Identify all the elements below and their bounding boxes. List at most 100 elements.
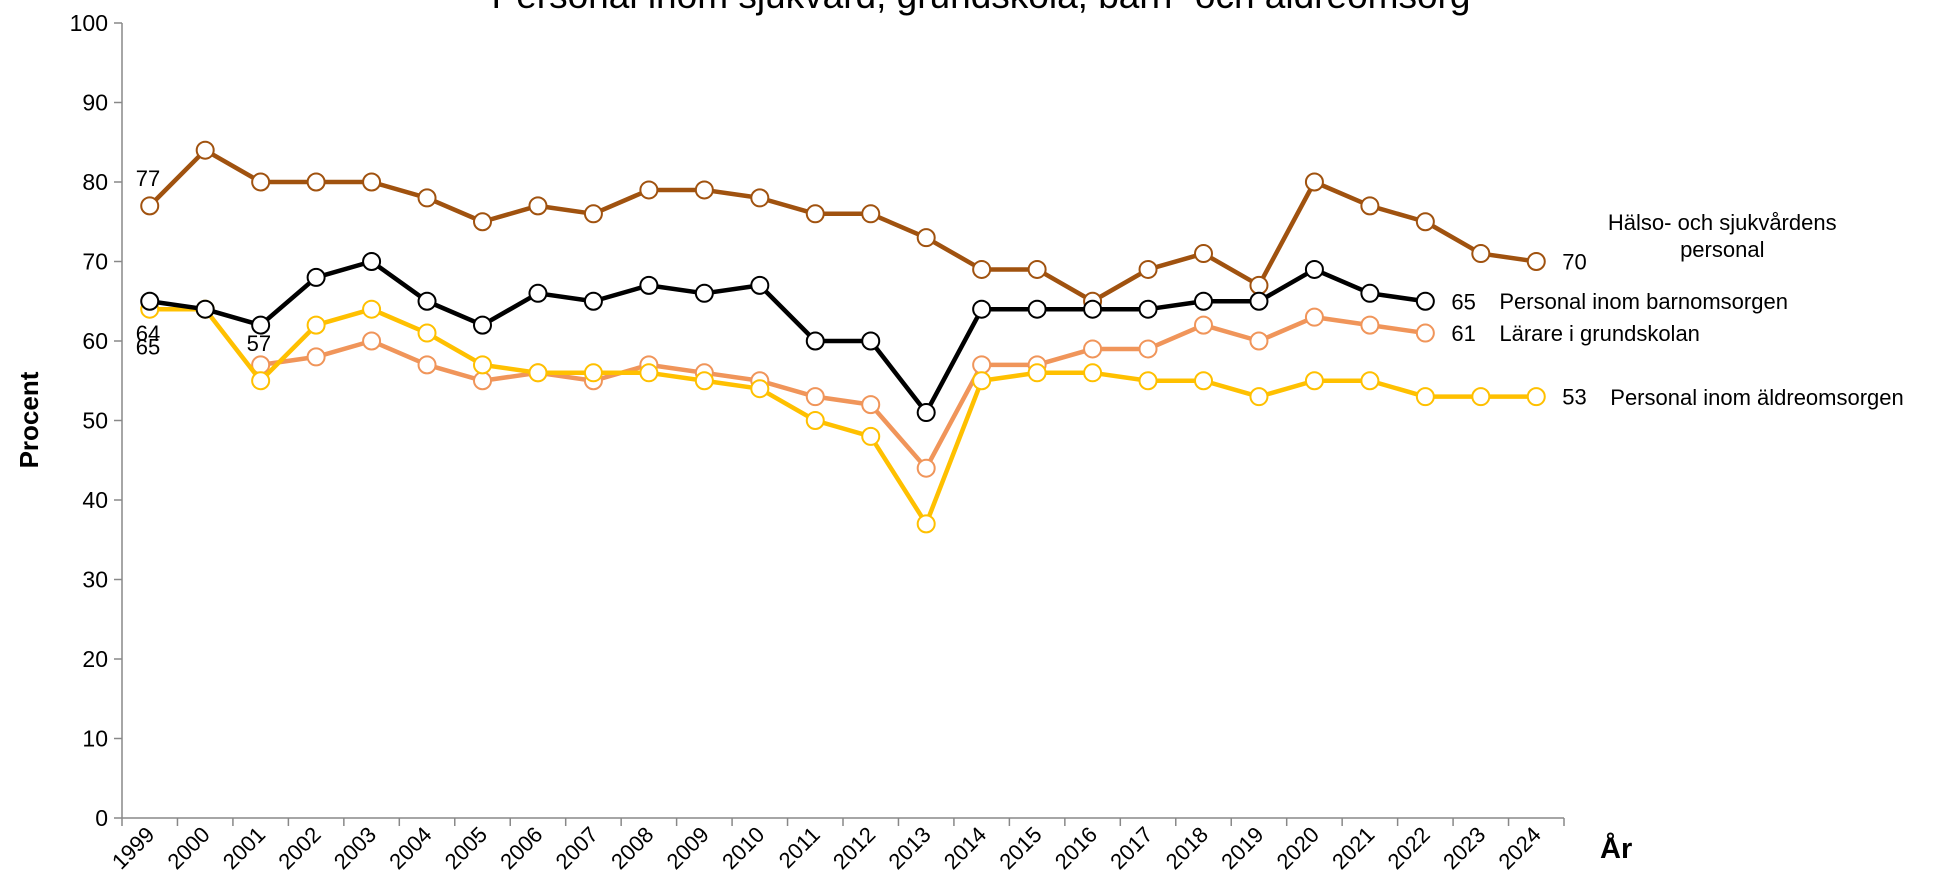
data-point — [750, 188, 770, 208]
data-point — [916, 228, 936, 248]
x-tick-label: 2008 — [606, 822, 658, 874]
x-axis-label: År — [1600, 832, 1632, 865]
data-point — [251, 371, 271, 391]
data-point — [473, 212, 492, 232]
data-point — [1194, 244, 1213, 264]
data-point — [1471, 387, 1491, 407]
data-point — [1194, 371, 1213, 391]
data-point — [1138, 371, 1158, 391]
x-tick-label: 1999 — [107, 822, 159, 874]
x-tick-label: 2002 — [273, 822, 325, 874]
x-tick-label: 2019 — [1216, 822, 1268, 874]
data-label: 70 — [1562, 250, 1586, 275]
y-tick-label: 60 — [82, 328, 108, 354]
data-point — [1083, 339, 1103, 359]
data-label: 65 — [1451, 289, 1475, 314]
data-point — [972, 371, 992, 391]
x-tick-label: 2024 — [1494, 822, 1546, 874]
data-point — [1249, 387, 1269, 407]
data-point — [1249, 331, 1269, 351]
x-tick-label: 2011 — [774, 822, 825, 873]
data-point — [251, 315, 271, 335]
data-point — [1138, 259, 1158, 279]
data-label: 57 — [247, 331, 271, 356]
x-tick-label: 2012 — [828, 822, 880, 874]
x-tick-label: 2004 — [384, 822, 436, 874]
y-tick-label: 70 — [82, 249, 108, 275]
data-point — [750, 275, 770, 295]
series-label: Personal inom äldreomsorgen — [1610, 384, 1904, 410]
data-label: 64 — [136, 321, 160, 346]
data-point — [639, 275, 659, 295]
data-point — [1083, 299, 1103, 319]
data-point — [195, 140, 215, 160]
data-point — [861, 426, 881, 446]
series-label: Personal inom barnomsorgen — [1499, 289, 1788, 315]
data-point — [1138, 339, 1158, 359]
data-point — [861, 204, 881, 224]
data-point — [1415, 323, 1435, 343]
data-point — [639, 363, 659, 383]
series-line — [149, 306, 1537, 527]
y-tick-label: 0 — [95, 805, 108, 831]
series-label: Lärare i grundskolan — [1499, 321, 1700, 347]
data-point — [583, 291, 603, 311]
data-point — [140, 196, 160, 216]
x-tick-label: 2007 — [551, 822, 603, 874]
x-tick-label: 2003 — [329, 822, 381, 874]
data-point — [694, 371, 714, 391]
data-point — [972, 355, 992, 375]
x-tick-label: 2021 — [1327, 822, 1379, 874]
data-point — [140, 291, 160, 311]
data-point — [639, 180, 659, 200]
data-point — [473, 371, 492, 391]
data-point — [916, 514, 936, 534]
data-point — [1138, 299, 1158, 319]
data-label: 77 — [136, 166, 160, 191]
x-tick-label: 2022 — [1383, 822, 1435, 874]
data-point — [1304, 259, 1324, 279]
data-point — [694, 283, 714, 303]
data-point — [528, 363, 548, 383]
data-point — [1471, 244, 1491, 264]
data-label: 65 — [136, 334, 160, 359]
data-point — [861, 331, 881, 351]
y-tick-label: 20 — [82, 646, 108, 672]
data-point — [1526, 252, 1546, 271]
data-point — [972, 299, 992, 319]
data-point — [417, 355, 437, 375]
data-point — [1027, 259, 1047, 279]
data-point — [861, 395, 881, 415]
data-point — [1415, 387, 1435, 407]
data-point — [362, 172, 382, 192]
x-tick-label: 2006 — [495, 822, 547, 874]
x-tick-label: 2020 — [1272, 822, 1324, 874]
data-point — [1526, 387, 1546, 407]
data-point — [583, 363, 603, 383]
data-point — [306, 347, 326, 367]
data-point — [750, 379, 770, 399]
data-point — [1194, 315, 1213, 335]
x-tick-label: 2018 — [1161, 822, 1213, 874]
x-tick-label: 2017 — [1105, 822, 1157, 874]
data-point — [306, 172, 326, 192]
x-tick-label: 2009 — [662, 822, 714, 874]
data-label: 61 — [1451, 321, 1475, 346]
data-point — [195, 299, 215, 319]
data-point — [805, 387, 825, 407]
data-point — [694, 180, 714, 200]
data-point — [1304, 307, 1324, 327]
x-tick-label: 2013 — [883, 822, 935, 874]
data-point — [306, 315, 326, 335]
data-point — [805, 204, 825, 224]
x-tick-label: 2023 — [1438, 822, 1490, 874]
data-point — [362, 252, 382, 271]
data-point — [805, 411, 825, 430]
data-point — [1360, 315, 1380, 335]
y-tick-label: 30 — [82, 567, 108, 593]
data-label: 53 — [1562, 385, 1586, 410]
y-tick-label: 50 — [82, 408, 108, 434]
y-tick-label: 10 — [82, 726, 108, 752]
data-point — [528, 283, 548, 303]
